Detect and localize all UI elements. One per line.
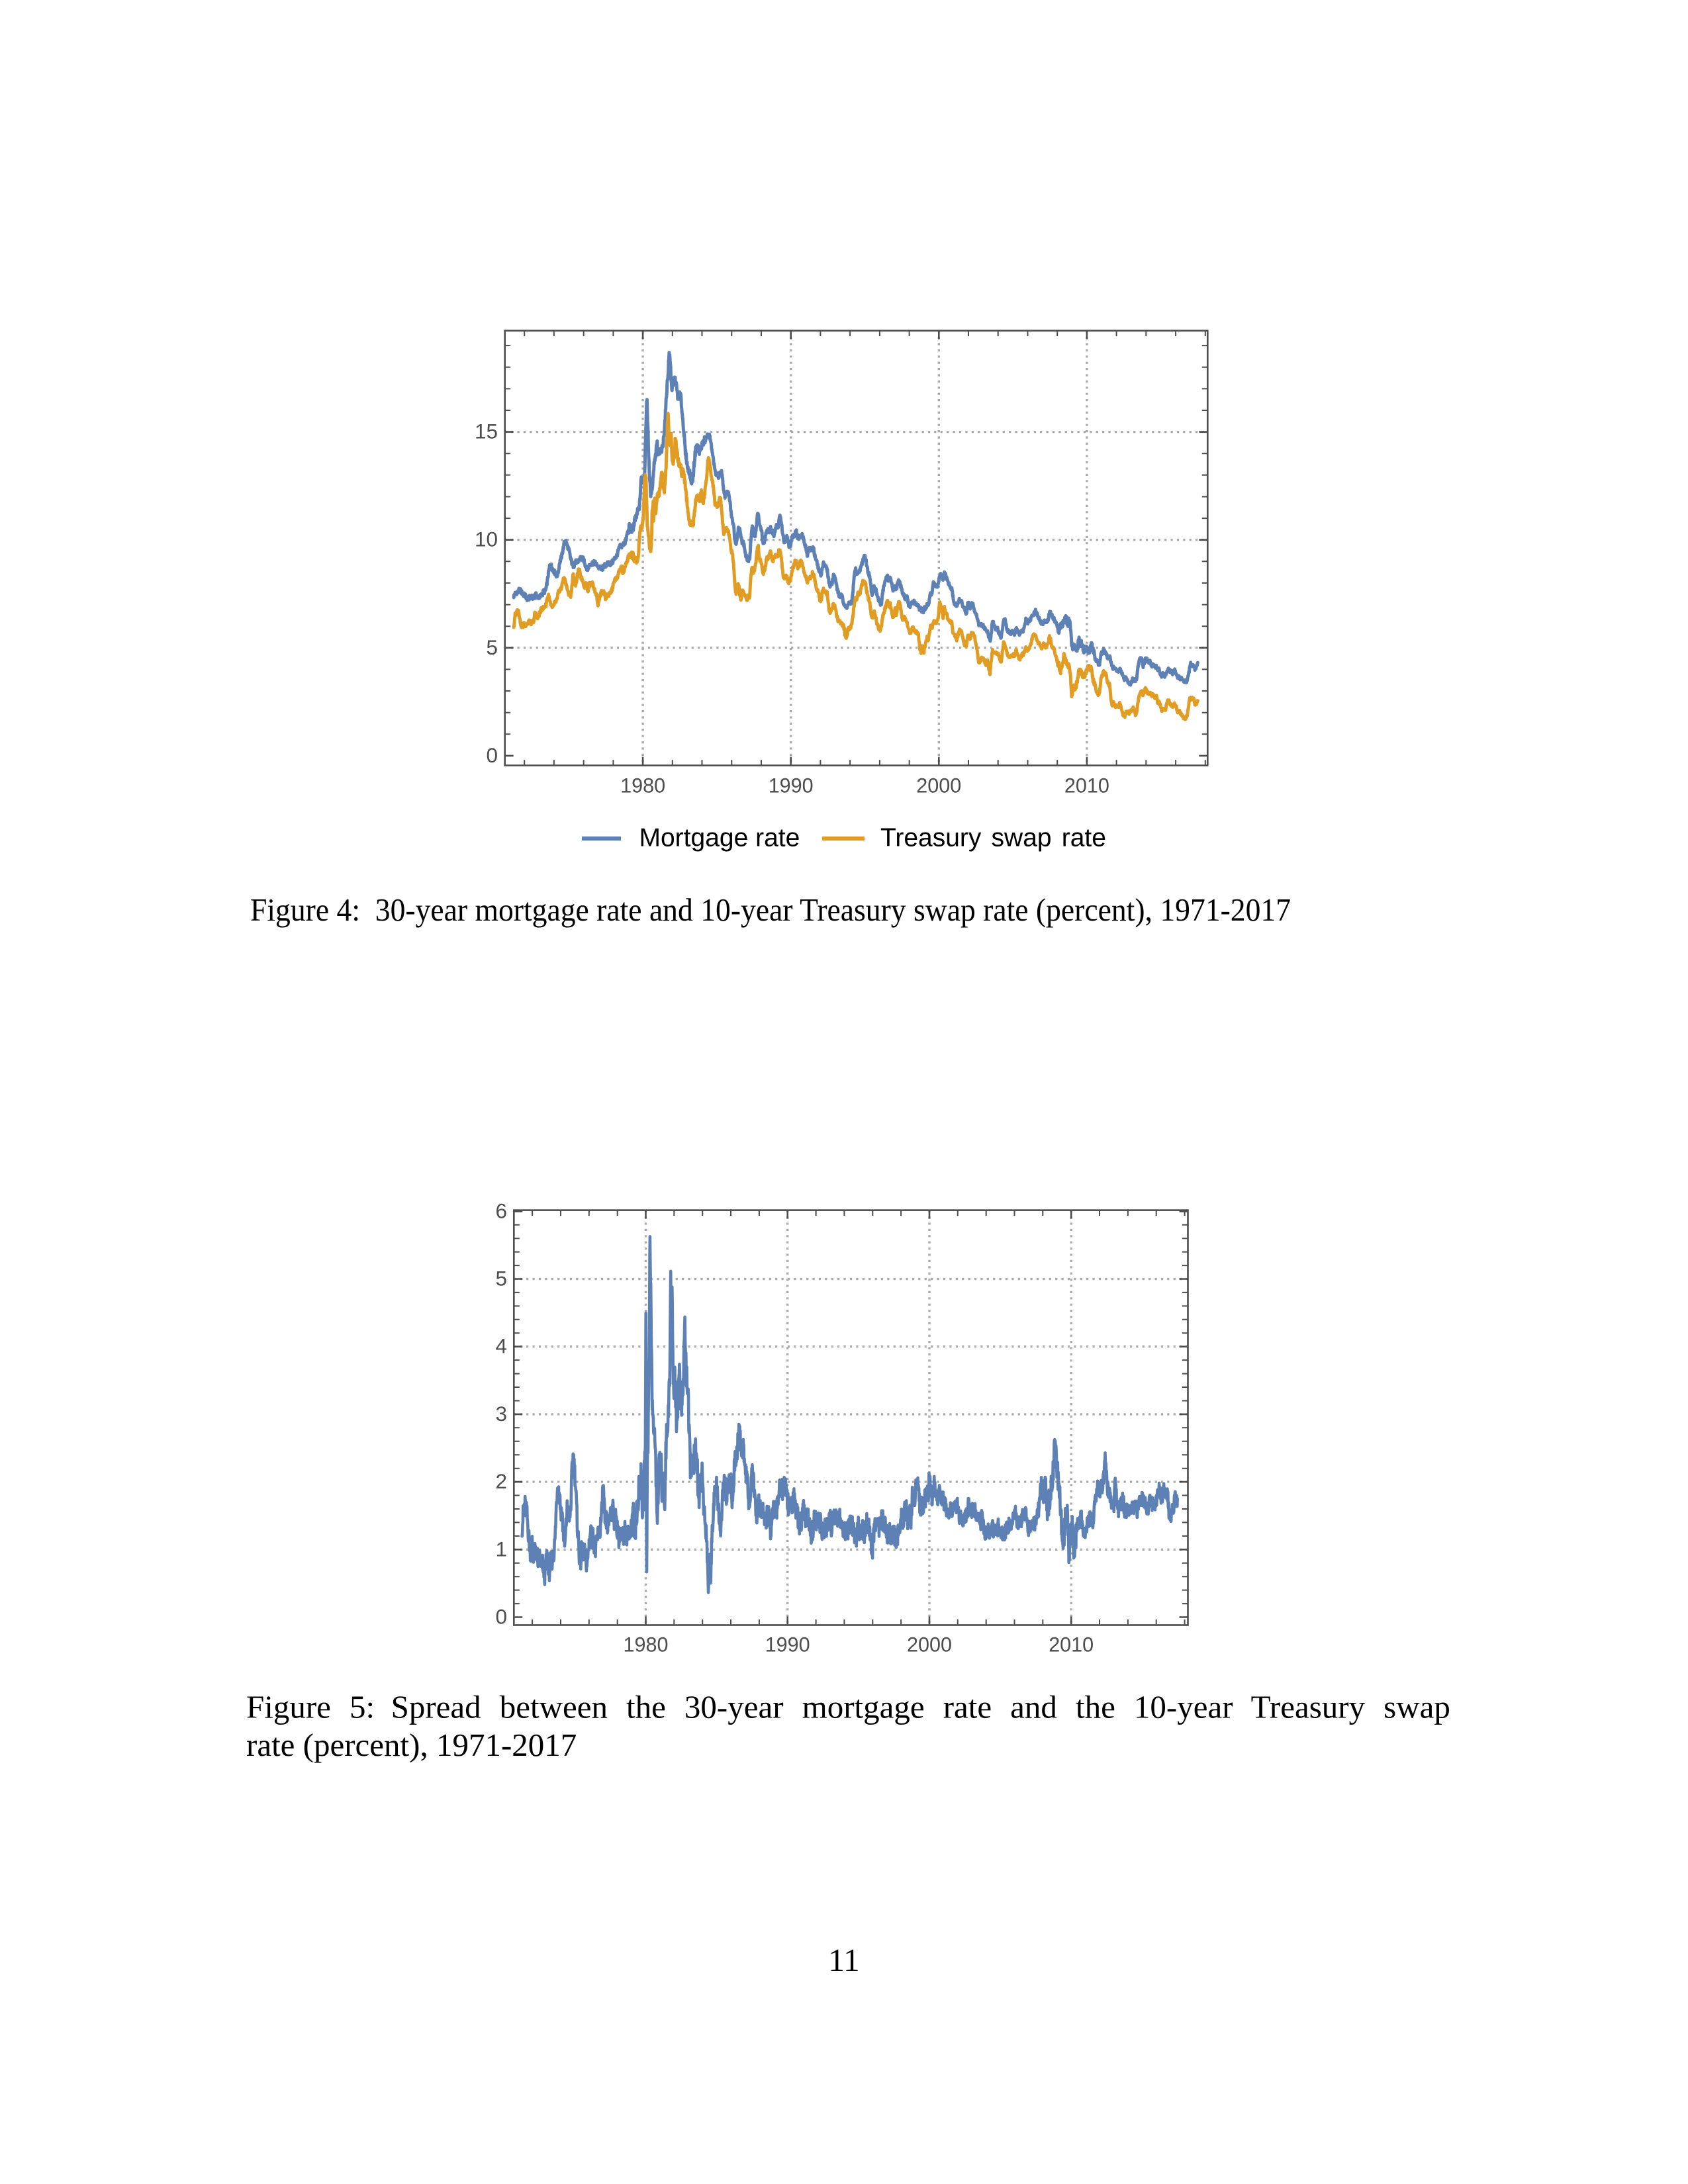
svg-text:Mortgage rate: Mortgage rate xyxy=(639,824,800,852)
svg-text:1990: 1990 xyxy=(765,1633,810,1657)
svg-text:1980: 1980 xyxy=(620,774,665,797)
svg-text:15: 15 xyxy=(475,420,498,443)
svg-text:2000: 2000 xyxy=(907,1633,952,1657)
svg-text:Figure 4: 30-year mortgage rat: Figure 4: 30-year mortgage rate and 10-y… xyxy=(250,891,1291,928)
svg-text:1980: 1980 xyxy=(624,1633,669,1657)
svg-text:Figure 5: Spread between the 3: Figure 5: Spread between the 30-year mor… xyxy=(246,1689,1450,1725)
svg-text:2010: 2010 xyxy=(1049,1633,1094,1657)
svg-text:10: 10 xyxy=(475,527,498,551)
svg-text:2000: 2000 xyxy=(916,774,961,797)
svg-text:11: 11 xyxy=(828,1942,859,1978)
svg-text:Treasury swap rate: Treasury swap rate xyxy=(880,824,1106,852)
svg-text:6: 6 xyxy=(495,1199,507,1222)
svg-text:1990: 1990 xyxy=(769,774,814,797)
svg-text:3: 3 xyxy=(495,1402,507,1426)
svg-text:5: 5 xyxy=(495,1267,507,1291)
svg-text:rate (percent), 1971-2017: rate (percent), 1971-2017 xyxy=(246,1727,577,1763)
svg-text:2010: 2010 xyxy=(1064,774,1109,797)
svg-text:1: 1 xyxy=(495,1537,507,1561)
svg-text:5: 5 xyxy=(486,635,498,659)
svg-text:0: 0 xyxy=(486,743,498,767)
svg-text:2: 2 xyxy=(495,1469,507,1493)
svg-text:0: 0 xyxy=(495,1605,507,1629)
svg-text:4: 4 xyxy=(495,1334,507,1358)
